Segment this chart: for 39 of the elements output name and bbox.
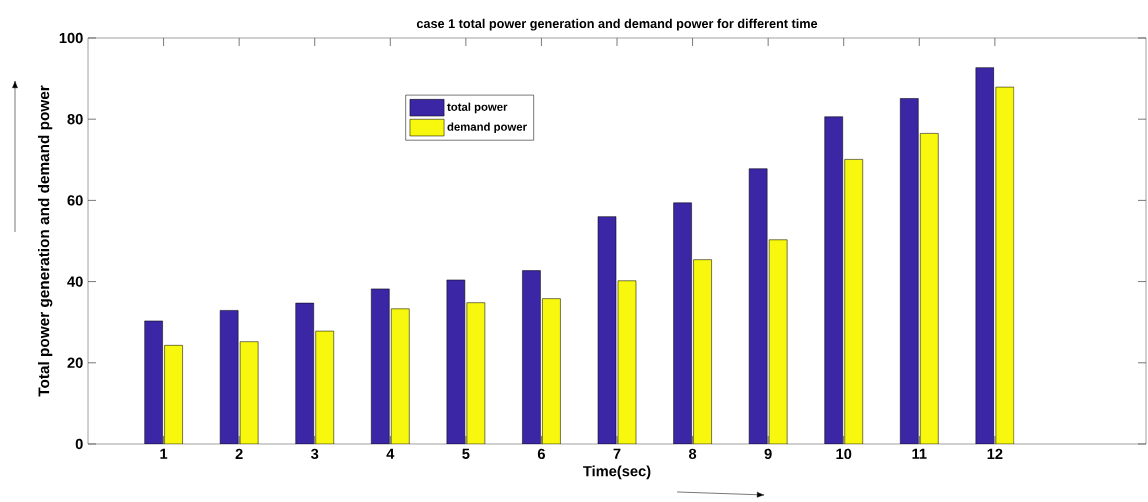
bar — [295, 302, 314, 444]
bar — [542, 298, 561, 444]
bar — [164, 345, 183, 444]
x-tick-label: 1 — [160, 448, 168, 459]
bar — [673, 202, 692, 444]
x-tick-label: 8 — [688, 448, 697, 460]
x-tick-label: 2 — [235, 448, 243, 459]
legend-label: demand power — [447, 122, 527, 134]
y-tick-label: 100 — [59, 32, 83, 44]
bar — [900, 98, 919, 444]
x-tick-label: 6 — [537, 448, 545, 460]
chart-title: case 1 total power generation and demand power for different time — [416, 18, 818, 31]
bar — [824, 116, 843, 444]
y-axis-title: Total power generation and demand power — [37, 85, 53, 397]
bar — [239, 341, 259, 444]
x-tick-label: 10 — [836, 448, 852, 460]
x-axis-title: Time(sec) — [583, 465, 651, 480]
y-tick-label: 80 — [67, 114, 83, 125]
x-tick-label: 9 — [764, 448, 772, 460]
x-tick-label: 3 — [310, 448, 319, 460]
bar — [844, 159, 863, 444]
x-tick-label: 11 — [912, 448, 927, 459]
x-tick-label: 12 — [987, 448, 1003, 459]
x-tick-label: 4 — [386, 448, 395, 459]
y-tick-label: 0 — [75, 438, 83, 450]
x-tick-label: 7 — [613, 448, 621, 459]
x-tick-label: 5 — [462, 448, 470, 459]
y-tick-label: 60 — [67, 195, 83, 206]
bar — [315, 330, 334, 444]
bar — [144, 320, 163, 444]
bar — [371, 288, 390, 444]
y-tick-label: 40 — [67, 276, 83, 287]
bar — [920, 133, 939, 444]
bar — [391, 308, 410, 444]
y-tick-label: 20 — [67, 357, 83, 368]
bar — [219, 310, 239, 444]
bar — [522, 270, 541, 444]
bar — [693, 259, 712, 444]
legend-label: total power — [447, 102, 508, 114]
